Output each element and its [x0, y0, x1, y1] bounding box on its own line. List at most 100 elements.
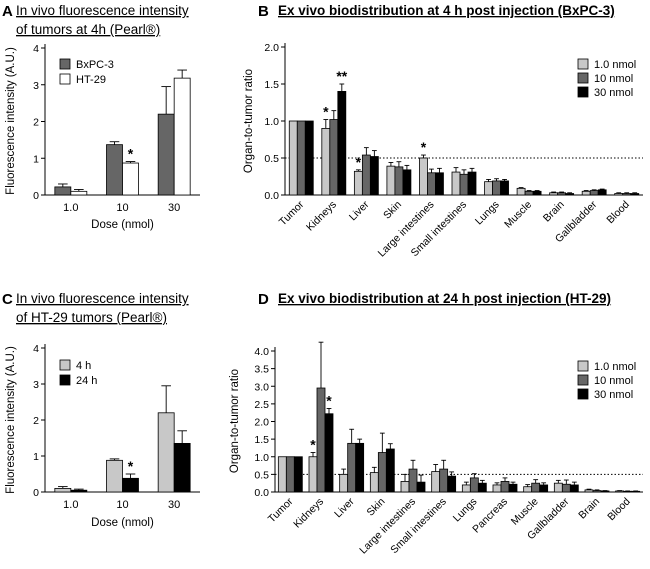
bar-D [400, 481, 410, 493]
bar-D [408, 468, 418, 493]
bar-D [439, 468, 449, 493]
bar-D [531, 482, 541, 493]
y-tick-label: 4 [33, 343, 39, 355]
significance-marker: * [326, 392, 332, 408]
bar-A [122, 162, 139, 196]
y-axis-label: Fluorescence intensity (A.U.) [5, 346, 17, 494]
bar-D [623, 490, 633, 493]
bar-B [394, 166, 404, 196]
y-tick-label: 0 [33, 487, 39, 499]
bar-A [173, 77, 191, 196]
bar-B [614, 193, 624, 196]
significance-marker: ** [336, 68, 347, 84]
bar-D [615, 490, 625, 493]
x-tick-label: Liver [332, 495, 357, 520]
y-tick-label: 1.5 [254, 434, 269, 446]
y-tick-label: 1.0 [264, 116, 279, 128]
bar-B [369, 156, 379, 196]
panel-letter-B: B [258, 3, 269, 20]
bar-D [293, 456, 303, 493]
x-tick-label: Blood [605, 496, 633, 524]
significance-marker: * [128, 146, 134, 162]
legend-swatch [577, 360, 589, 372]
x-tick-label: Muscle [502, 199, 534, 231]
bar-B [630, 193, 640, 196]
bar-C [54, 487, 72, 493]
bar-D [377, 452, 387, 493]
bar-D [477, 482, 487, 493]
bar-B [484, 181, 493, 196]
panel-letter-C: C [2, 291, 13, 308]
bar-D [539, 484, 549, 493]
bar-A [157, 113, 175, 196]
bar-B [524, 190, 534, 196]
significance-marker: * [421, 139, 427, 155]
bar-D [447, 475, 457, 493]
bar-A [70, 190, 88, 196]
y-tick-label: 3.5 [254, 364, 269, 376]
y-tick-label: 1.0 [254, 452, 269, 464]
y-tick-label: 1 [33, 153, 39, 165]
bar-C [106, 459, 123, 493]
x-axis-label: Dose (nmol) [91, 219, 154, 231]
bar-B [549, 192, 559, 196]
bar-C [70, 489, 88, 493]
x-tick-label: 30 [168, 499, 180, 511]
bar-B [589, 190, 599, 196]
significance-marker: * [323, 104, 329, 120]
bar-B [532, 190, 542, 196]
bar-D [285, 456, 295, 493]
bar-B [459, 173, 469, 196]
y-tick-label: 2.0 [254, 417, 269, 429]
bar-D [523, 486, 533, 493]
bar-D [561, 483, 571, 493]
bar-B [296, 120, 306, 196]
y-tick-label: 0.5 [254, 469, 269, 481]
bar-B [557, 192, 567, 196]
x-tick-label: 30 [168, 202, 180, 214]
bar-A [106, 144, 123, 196]
bar-D [500, 481, 510, 493]
y-axis-label: Fluorescence intensity (A.U.) [5, 47, 17, 195]
bar-D [416, 481, 426, 493]
x-tick-label: Tumor [277, 198, 307, 228]
bar-D [461, 484, 471, 493]
legend-swatch [59, 374, 71, 386]
legend-swatch [59, 73, 71, 85]
y-tick-label: 0.0 [264, 190, 279, 202]
legend-swatch [577, 72, 589, 84]
x-tick-label: Brain [541, 199, 567, 225]
y-tick-label: 2 [33, 117, 39, 129]
x-axis-label: Dose (nmol) [91, 517, 154, 529]
legend-label: 10 nmol [594, 73, 633, 85]
panel-title-D: Ex vivo biodistribution at 24 h post inj… [278, 291, 611, 306]
bar-B [597, 189, 607, 196]
legend-label: 24 h [76, 375, 97, 387]
x-tick-label: Lungs [473, 199, 502, 228]
y-tick-label: 3.0 [254, 381, 269, 393]
x-tick-label: 10 [116, 499, 128, 511]
legend-swatch [577, 58, 589, 70]
bar-B [386, 165, 396, 196]
x-tick-label: Kidneys [291, 496, 326, 531]
y-tick-label: 1 [33, 451, 39, 463]
panel-title-A: of tumors at 4h (Pearl®) [16, 22, 160, 37]
bar-C [157, 412, 175, 493]
y-axis-label: Organ-to-tumor ratio [243, 69, 255, 173]
y-tick-label: 1.5 [264, 79, 279, 91]
x-tick-label: Brain [576, 496, 602, 522]
bar-B [329, 119, 339, 196]
x-tick-label: 1.0 [63, 499, 78, 511]
y-tick-label: 2.0 [264, 42, 279, 54]
bar-B [337, 91, 347, 196]
bar-D [492, 484, 502, 493]
bar-C [173, 442, 191, 493]
bar-B [581, 190, 591, 196]
bar-D [469, 477, 479, 493]
x-tick-label: Liver [347, 198, 372, 223]
bar-B [361, 154, 371, 196]
x-tick-label: Small intestines [388, 496, 448, 556]
y-tick-label: 3 [33, 80, 39, 92]
bar-D [347, 442, 357, 493]
